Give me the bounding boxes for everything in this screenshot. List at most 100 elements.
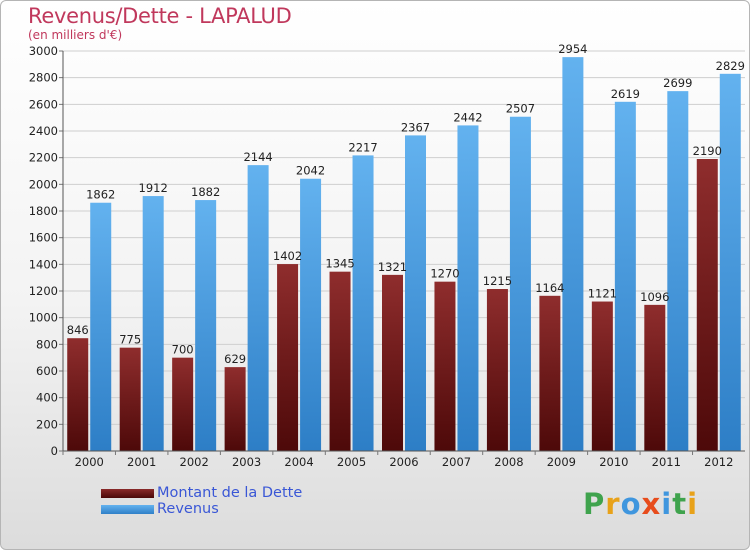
x-tick-label: 2001 bbox=[127, 455, 156, 469]
x-tick-label: 2005 bbox=[337, 455, 366, 469]
data-label-dette-2000: 846 bbox=[67, 323, 89, 337]
bar-dette-2004 bbox=[277, 264, 299, 451]
y-tick-label: 1400 bbox=[29, 257, 58, 271]
y-tick-label: 1200 bbox=[29, 284, 58, 298]
y-tick-label: 600 bbox=[36, 364, 58, 378]
data-label-dette-2012: 2190 bbox=[693, 144, 722, 158]
data-label-dette-2011: 1096 bbox=[640, 290, 669, 304]
logo-letter: o bbox=[620, 487, 642, 521]
chart-title: Revenus/Dette - LAPALUD bbox=[28, 4, 292, 28]
x-tick-label: 2003 bbox=[232, 455, 261, 469]
legend: Montant de la Dette Revenus bbox=[101, 485, 302, 517]
x-tick-label: 2008 bbox=[494, 455, 523, 469]
bar-revenus-2010 bbox=[614, 101, 636, 452]
legend-item-dette: Montant de la Dette bbox=[101, 485, 302, 501]
logo-letter: x bbox=[641, 487, 662, 521]
legend-label-revenus: Revenus bbox=[157, 501, 219, 517]
logo-letter: r bbox=[605, 487, 621, 521]
bar-dette-2007 bbox=[434, 281, 456, 451]
y-tick-label: 2600 bbox=[29, 97, 58, 111]
data-label-dette-2001: 775 bbox=[119, 333, 141, 347]
data-label-revenus-2008: 2507 bbox=[506, 102, 535, 116]
y-tick-label: 2400 bbox=[29, 124, 58, 138]
x-tick-label: 2011 bbox=[652, 455, 681, 469]
y-tick-label: 2800 bbox=[29, 71, 58, 85]
bar-revenus-2004 bbox=[300, 178, 322, 451]
y-tick-label: 800 bbox=[36, 337, 58, 351]
y-tick-label: 2200 bbox=[29, 151, 58, 165]
data-label-revenus-2004: 2042 bbox=[296, 164, 325, 178]
y-tick-label: 0 bbox=[51, 444, 58, 458]
logo-letter: t bbox=[672, 487, 688, 521]
data-label-revenus-2010: 2619 bbox=[611, 87, 640, 101]
y-tick-label: 2000 bbox=[29, 177, 58, 191]
data-label-revenus-2001: 1912 bbox=[139, 181, 168, 195]
legend-item-revenus: Revenus bbox=[101, 501, 302, 517]
bar-dette-2006 bbox=[382, 274, 403, 451]
x-tick-label: 2010 bbox=[599, 455, 628, 469]
bar-revenus-2002 bbox=[195, 200, 217, 451]
bar-dette-2008 bbox=[486, 289, 508, 451]
bar-revenus-2000 bbox=[90, 202, 112, 451]
x-tick-label: 2002 bbox=[180, 455, 209, 469]
bar-revenus-2007 bbox=[457, 125, 479, 452]
axes bbox=[62, 51, 745, 452]
data-label-revenus-2002: 1882 bbox=[191, 185, 220, 199]
data-label-dette-2008: 1215 bbox=[483, 274, 512, 288]
logo-letter: i bbox=[687, 487, 699, 521]
bar-dette-2009 bbox=[539, 295, 561, 451]
data-label-dette-2006: 1321 bbox=[378, 260, 407, 274]
data-label-dette-2005: 1345 bbox=[325, 257, 354, 271]
data-label-revenus-2000: 1862 bbox=[86, 188, 115, 202]
y-tick-label: 1000 bbox=[29, 311, 58, 325]
data-label-revenus-2009: 2954 bbox=[558, 42, 587, 56]
bar-revenus-2005 bbox=[352, 155, 374, 451]
chart-subtitle: (en milliers d'€) bbox=[28, 28, 123, 42]
bar-revenus-2003 bbox=[247, 165, 269, 451]
data-label-revenus-2012: 2829 bbox=[716, 59, 745, 73]
data-label-dette-2002: 700 bbox=[172, 343, 194, 357]
x-axis-ticks: 2000 2001 2002 2003 2004 2005 2006 2007 2008 2009… bbox=[62, 451, 733, 469]
x-tick-label: 2004 bbox=[284, 455, 313, 469]
proxiti-logo: Proxiti bbox=[583, 487, 698, 521]
legend-swatch-dette bbox=[101, 488, 154, 498]
x-tick-label: 2007 bbox=[442, 455, 471, 469]
bar-revenus-2006 bbox=[405, 135, 426, 451]
bar-revenus-2008 bbox=[509, 116, 531, 451]
logo-letter: i bbox=[661, 487, 673, 521]
data-label-revenus-2011: 2699 bbox=[663, 76, 692, 90]
x-tick-label: 2000 bbox=[75, 455, 104, 469]
y-tick-label: 1800 bbox=[29, 204, 58, 218]
bar-dette-2003 bbox=[224, 367, 246, 451]
x-tick-label: 2009 bbox=[547, 455, 576, 469]
data-label-dette-2009: 1164 bbox=[535, 281, 564, 295]
bar-dette-2012 bbox=[696, 159, 718, 451]
data-label-revenus-2006: 2367 bbox=[401, 120, 430, 134]
bars bbox=[67, 57, 741, 452]
x-tick-label: 2012 bbox=[704, 455, 733, 469]
bar-dette-2000 bbox=[67, 338, 89, 451]
bar-revenus-2001 bbox=[142, 196, 164, 451]
data-label-dette-2007: 1270 bbox=[430, 267, 459, 281]
bar-revenus-2012 bbox=[719, 73, 741, 452]
bar-dette-2002 bbox=[172, 357, 194, 451]
x-tick-label: 2006 bbox=[389, 455, 418, 469]
y-tick-label: 3000 bbox=[29, 44, 58, 58]
bar-revenus-2009 bbox=[562, 57, 584, 452]
y-axis-ticks: 0 200 400 600 800 1000 1200 1400 1600 1800 2000 220… bbox=[29, 44, 63, 458]
data-label-revenus-2005: 2217 bbox=[348, 140, 377, 154]
bar-dette-2001 bbox=[119, 347, 141, 451]
bar-dette-2005 bbox=[329, 271, 351, 451]
data-label-dette-2004: 1402 bbox=[273, 249, 302, 263]
grid-lines bbox=[63, 50, 745, 452]
bar-revenus-2011 bbox=[667, 91, 689, 451]
bar-dette-2011 bbox=[644, 304, 666, 451]
bar-dette-2010 bbox=[591, 301, 613, 451]
data-label-dette-2010: 1121 bbox=[588, 287, 617, 301]
legend-label-dette: Montant de la Dette bbox=[157, 485, 303, 501]
logo-letter: P bbox=[583, 487, 606, 521]
y-tick-label: 1600 bbox=[29, 231, 58, 245]
data-label-dette-2003: 629 bbox=[224, 352, 246, 366]
